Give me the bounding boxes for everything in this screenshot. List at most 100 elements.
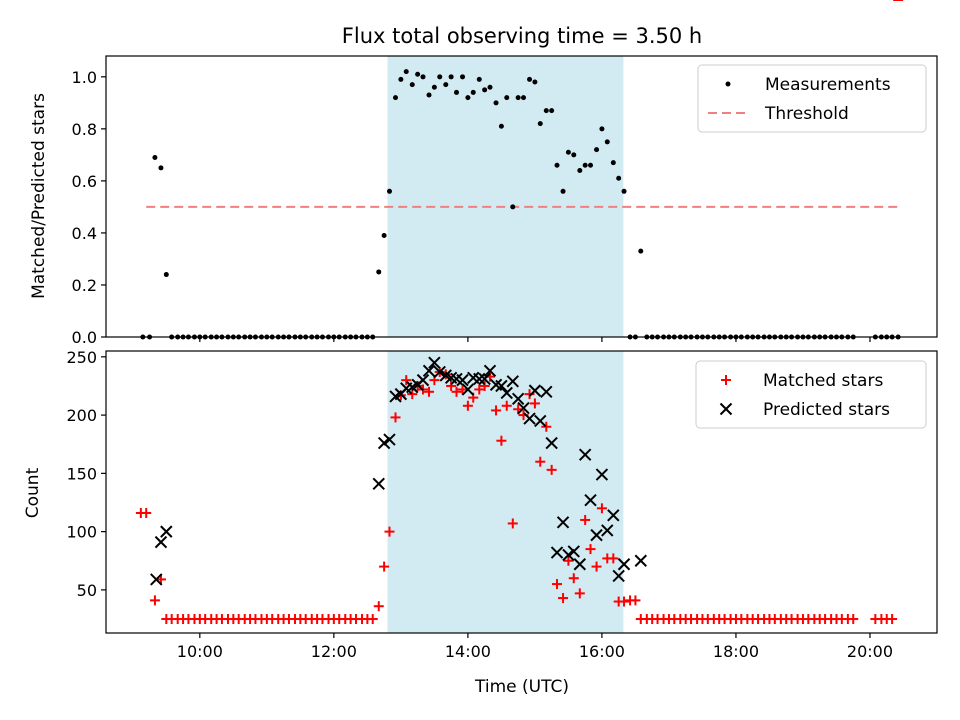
- predicted-star-point: [478, 372, 491, 386]
- matched-star-point: [446, 380, 457, 391]
- top-y-tick-label: 0.2: [72, 276, 97, 295]
- predicted-star-point: [601, 524, 614, 537]
- measurement-point: [386, 188, 392, 194]
- bottom-y-tick-label: 50: [77, 581, 97, 600]
- matched-star-point: [451, 386, 462, 397]
- predicted-star-point: [372, 477, 385, 491]
- top-y-axis-label: Matched/Predicted stars: [29, 93, 49, 299]
- measurement-point: [393, 95, 399, 101]
- bottom-panel: 50 100 150 200 250 10:00 12:00 14:00 16:00 18:00…: [23, 0, 938, 697]
- matched-star-point: [501, 400, 512, 411]
- predicted-star-point: [154, 535, 168, 549]
- matched-star-point: [546, 464, 557, 475]
- measurement-point: [420, 74, 426, 80]
- predicted-star-point: [416, 373, 430, 387]
- measurement-point: [403, 69, 409, 75]
- x-axis-label: Time (UTC): [474, 677, 569, 697]
- predicted-star-point: [517, 401, 530, 415]
- predicted-star-point: [483, 364, 497, 378]
- measurement-point: [594, 147, 600, 153]
- matched-star-point: [541, 421, 552, 432]
- top-panel: 0.0 0.2 0.4 0.6 0.8 1.0 Matched/Predicted sta…: [29, 55, 938, 347]
- measurement-point: [616, 175, 622, 181]
- matched-star-point: [367, 614, 378, 625]
- measurement-point: [470, 89, 476, 95]
- legend-predicted-label: Predicted stars: [763, 400, 890, 420]
- top-y-tick-label: 0.6: [72, 172, 97, 191]
- predicted-star-point: [612, 569, 625, 583]
- predicted-star-point: [383, 433, 396, 446]
- bottom-y-axis-label: Count: [23, 467, 43, 518]
- matched-star-point: [630, 595, 641, 606]
- x-tick-label: 18:00: [713, 642, 759, 661]
- measurement-point: [504, 95, 510, 101]
- predicted-star-point: [422, 364, 436, 378]
- matched-star-point: [401, 375, 412, 386]
- measurement-point: [163, 272, 169, 278]
- matched-star-point: [424, 386, 435, 397]
- measurement-point: [560, 188, 566, 194]
- bottom-y-tick-label: 250: [66, 348, 97, 367]
- matched-star-point: [524, 389, 535, 400]
- x-tick-label: 20:00: [847, 642, 893, 661]
- measurement-point: [621, 188, 627, 194]
- matched-star-point: [848, 614, 859, 625]
- predicted-star-point: [456, 373, 469, 387]
- measurement-point: [476, 76, 482, 82]
- predicted-star-point: [461, 383, 475, 396]
- matched-star-point: [574, 588, 585, 599]
- legend-threshold-label: Threshold: [764, 104, 849, 124]
- matched-star-point: [491, 405, 502, 416]
- predicted-star-point: [578, 448, 592, 461]
- measurement-point: [599, 126, 605, 132]
- legend-measurements-marker: [725, 81, 731, 87]
- measurement-point: [453, 89, 459, 95]
- predicted-star-point: [500, 386, 513, 400]
- measurement-point: [498, 123, 504, 129]
- matched-star-point: [558, 593, 569, 604]
- measurement-point: [549, 108, 555, 114]
- legend-matched-marker: [721, 375, 731, 385]
- measurement-point: [381, 233, 387, 239]
- measurement-point: [460, 74, 466, 80]
- measurement-point: [510, 204, 516, 210]
- predicted-star-point: [428, 356, 441, 369]
- predicted-star-point: [550, 546, 564, 559]
- predicted-star-point: [617, 558, 631, 571]
- measurement-point: [532, 79, 538, 85]
- legend-matched-label: Matched stars: [763, 371, 883, 391]
- predicted-stars-points: [150, 356, 647, 586]
- matched-star-point: [596, 503, 607, 514]
- matched-star-point: [619, 596, 630, 607]
- matched-star-point: [585, 544, 596, 555]
- predicted-star-point: [534, 414, 547, 428]
- measurement-point: [493, 100, 499, 106]
- predicted-star-point: [160, 525, 173, 538]
- matched-star-point: [887, 614, 898, 625]
- top-x-ticks: [199, 337, 871, 342]
- predicted-star-point: [528, 384, 542, 397]
- measurement-point: [588, 162, 594, 168]
- x-tick-label: 14:00: [445, 642, 491, 661]
- bottom-y-ticks: 50 100 150 200 250: [66, 348, 106, 600]
- chart-title: Flux total observing time = 3.50 h: [342, 24, 702, 48]
- matched-star-point: [407, 389, 418, 400]
- matched-star-point: [591, 561, 602, 572]
- top-y-tick-label: 0.4: [72, 224, 97, 243]
- x-tick-label: 10:00: [177, 642, 223, 661]
- predicted-star-point: [377, 436, 391, 450]
- measurement-point: [604, 139, 610, 145]
- predicted-star-point: [573, 558, 587, 571]
- measurement-points: [140, 69, 901, 340]
- matched-star-point: [563, 555, 574, 566]
- predicted-star-point: [595, 468, 609, 481]
- matched-star-point: [141, 507, 152, 518]
- matched-star-point: [384, 526, 395, 537]
- measurement-point: [521, 95, 527, 101]
- bottom-y-tick-label: 150: [66, 464, 97, 483]
- measurement-point: [565, 149, 571, 155]
- predicted-star-point: [567, 545, 580, 558]
- matched-star-point: [462, 400, 473, 411]
- bottom-axes-frame: [105, 350, 938, 634]
